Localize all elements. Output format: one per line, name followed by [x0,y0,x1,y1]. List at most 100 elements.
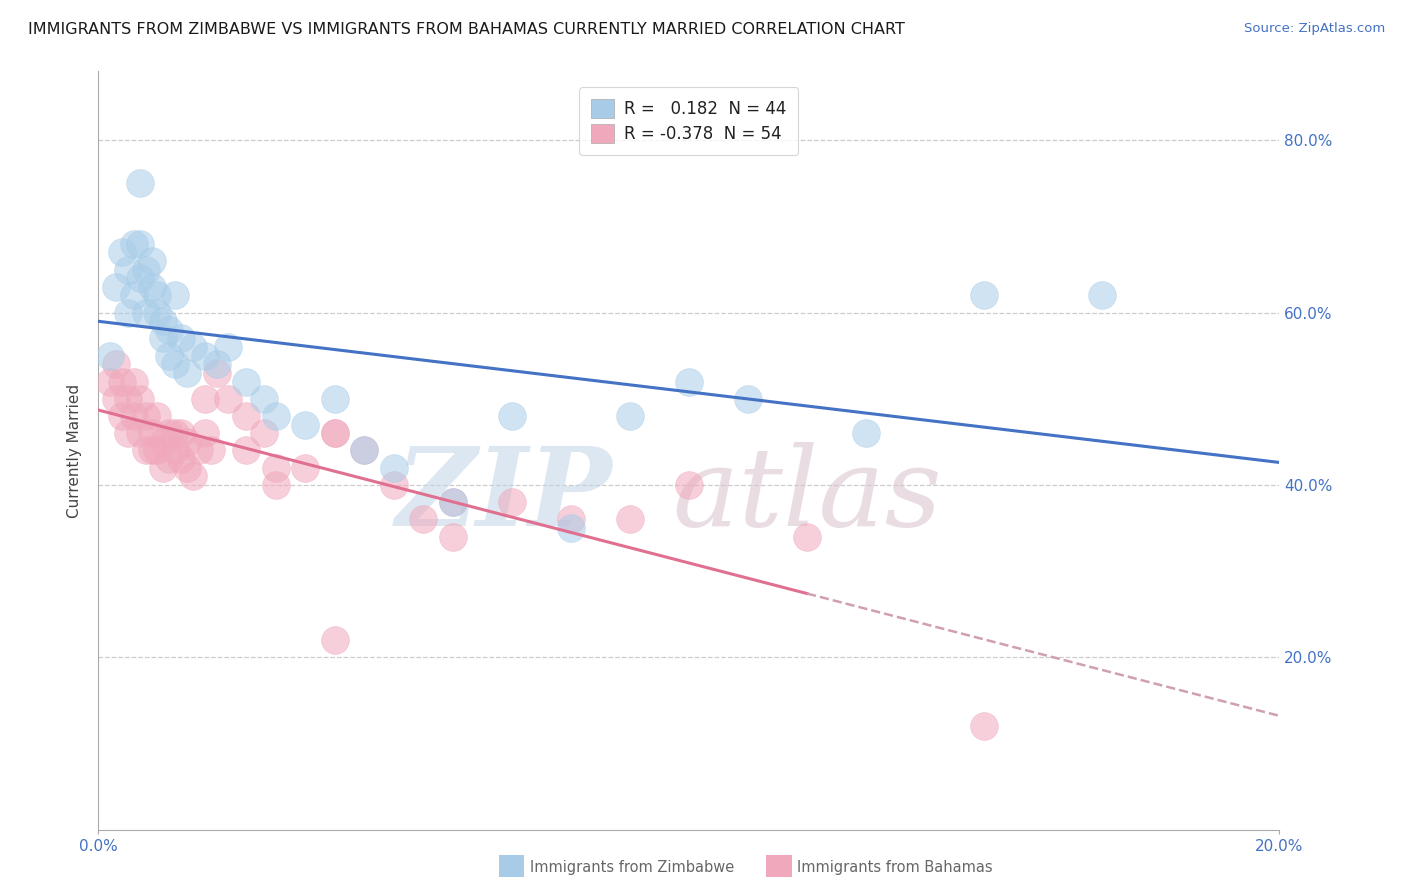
Point [141,443,163,458]
Point [117,392,139,406]
Point [128,426,150,441]
Point [264,478,287,492]
Point [501,495,523,509]
Point [973,719,995,733]
Point [560,521,582,535]
Point [157,426,180,441]
Point [353,443,375,458]
Point [205,366,228,380]
Point [412,512,434,526]
Point [253,392,276,406]
Point [855,426,877,441]
Point [187,443,209,458]
Point [135,409,157,423]
Point [294,417,316,432]
Point [253,426,276,441]
Point [135,262,157,277]
Point [157,323,180,337]
Point [323,392,346,406]
Text: Source: ZipAtlas.com: Source: ZipAtlas.com [1244,22,1385,36]
Point [973,288,995,302]
Point [111,409,134,423]
Point [170,426,193,441]
Point [135,305,157,319]
Point [170,452,193,467]
Point [146,409,169,423]
Point [98,349,121,363]
Point [165,357,187,371]
Point [200,443,222,458]
Point [98,375,121,389]
Point [181,340,204,354]
Point [105,357,128,371]
Point [122,288,145,302]
Point [264,460,287,475]
Y-axis label: Currently Married: Currently Married [67,384,83,517]
Point [501,409,523,423]
Point [141,426,163,441]
Point [176,460,198,475]
Point [796,530,818,544]
Point [441,495,464,509]
Point [441,530,464,544]
Point [1091,288,1114,302]
Point [152,460,174,475]
Point [382,460,405,475]
Point [176,366,198,380]
Point [678,375,700,389]
Point [146,305,169,319]
Point [157,349,180,363]
Point [128,271,150,285]
Point [217,392,239,406]
Point [181,469,204,483]
Text: ZIP: ZIP [395,442,612,549]
Point [157,452,180,467]
Point [117,305,139,319]
Point [105,279,128,293]
Point [128,177,150,191]
Point [128,236,150,251]
Point [111,375,134,389]
Point [737,392,759,406]
Point [128,392,150,406]
Point [619,409,641,423]
Point [176,434,198,449]
Point [170,331,193,345]
Point [152,314,174,328]
Text: IMMIGRANTS FROM ZIMBABWE VS IMMIGRANTS FROM BAHAMAS CURRENTLY MARRIED CORRELATIO: IMMIGRANTS FROM ZIMBABWE VS IMMIGRANTS F… [28,22,905,37]
Point [165,288,187,302]
Point [117,426,139,441]
Point [323,633,346,648]
Point [441,495,464,509]
Point [235,409,257,423]
Point [141,279,163,293]
Point [135,443,157,458]
Point [194,426,217,441]
Point [353,443,375,458]
Text: Immigrants from Zimbabwe: Immigrants from Zimbabwe [530,861,734,875]
Point [294,460,316,475]
Point [217,340,239,354]
Point [152,434,174,449]
Point [146,443,169,458]
Point [323,426,346,441]
Point [117,262,139,277]
Point [141,253,163,268]
Point [382,478,405,492]
Point [235,375,257,389]
Point [264,409,287,423]
Point [235,443,257,458]
Point [165,443,187,458]
Point [323,426,346,441]
Point [678,478,700,492]
Point [122,236,145,251]
Point [105,392,128,406]
Point [619,512,641,526]
Text: atlas: atlas [672,442,942,549]
Point [560,512,582,526]
Point [194,349,217,363]
Point [152,331,174,345]
Point [146,288,169,302]
Legend: R =   0.182  N = 44, R = -0.378  N = 54: R = 0.182 N = 44, R = -0.378 N = 54 [579,87,799,155]
Point [111,245,134,260]
